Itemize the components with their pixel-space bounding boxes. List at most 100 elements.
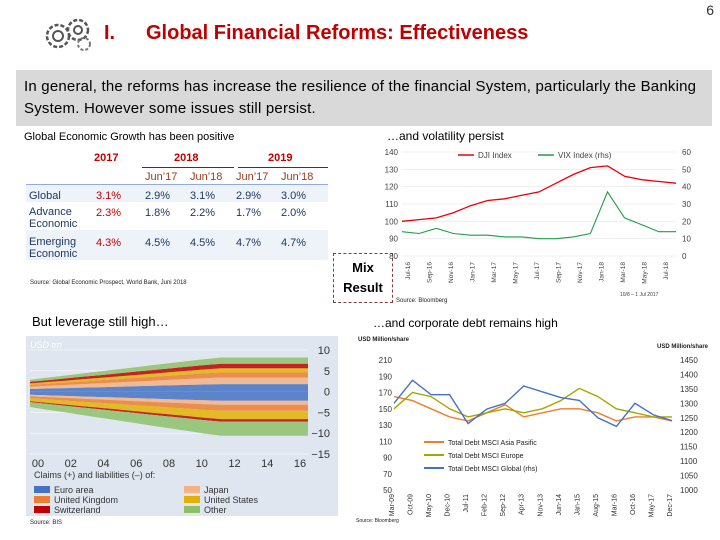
table-cell: 2.3% [96, 207, 122, 219]
y2-tick-label: 1150 [680, 443, 698, 452]
x-tick-label: May-18 [642, 262, 649, 284]
y-tick-label: 90 [389, 235, 398, 244]
mix-result-box: Mix Result [333, 253, 393, 303]
source-worldbank: Source: Global Economic Prospect, World … [30, 280, 187, 286]
col-header: Jun’18 [281, 171, 314, 183]
legend-swatch [184, 496, 200, 503]
year-2018: 2018 [174, 152, 199, 164]
mix-result-line1: Mix [352, 260, 374, 275]
row-label-emerging: Emerging Economic [29, 236, 78, 260]
legend-swatch [184, 486, 200, 493]
x-tick-label: Mar-09 [389, 494, 396, 516]
y-tick-label: −15 [311, 449, 330, 461]
slide-number: 6 [706, 2, 714, 18]
y2-tick-label: 1250 [680, 414, 698, 423]
x-tick-label: Sep-12 [500, 494, 507, 517]
col-header: Jun’18 [190, 171, 223, 183]
claims-area [30, 357, 308, 382]
y-tick-label: 170 [379, 389, 393, 398]
source-bloomberg-2: Source: Bloomberg [356, 518, 399, 524]
x-tick-label: Jan-17 [470, 262, 477, 282]
year-2017: 2017 [94, 152, 119, 164]
y-tick-label: −5 [317, 407, 330, 419]
table-cell: 3.1% [96, 190, 122, 202]
y2-tick-label: 1400 [680, 370, 698, 379]
y-tick-label: 10 [318, 345, 330, 357]
x-tick-label: Mar-18 [620, 262, 627, 283]
x-tick-label: Feb-12 [482, 494, 489, 516]
x-tick-label: Jul-11 [463, 494, 470, 513]
slide-title: Global Financial Reforms: Effectiveness [146, 22, 529, 44]
x-tick-label: Oct-09 [408, 494, 415, 515]
legend-swatch [184, 506, 200, 513]
debt-series-line [393, 387, 672, 418]
col-header: Jun’17 [145, 171, 178, 183]
y-tick-label: 120 [385, 183, 399, 192]
mix-result-line2: Result [343, 280, 383, 295]
table-row-shade [26, 184, 328, 202]
y-tick-label: 150 [379, 405, 393, 414]
x-tick-label: Mar-16 [611, 494, 618, 516]
debt-series-line [393, 379, 673, 428]
table-cell: 2.9% [236, 190, 262, 202]
x-tick-label: Nov-13 [537, 494, 544, 517]
x-tick-label: 12 [228, 458, 240, 470]
x-tick-label: Dec-10 [445, 494, 452, 517]
y-tick-label: −10 [311, 428, 330, 440]
y2-tick-label: 30 [682, 200, 691, 209]
legend-label: United States [204, 495, 259, 505]
x-tick-label: Jul-18 [663, 262, 670, 280]
x-tick-label: Dec-17 [667, 494, 674, 517]
table-cell: 4.5% [190, 237, 216, 249]
x-tick-label: 02 [65, 458, 77, 470]
legend-label: Other [204, 505, 227, 515]
chart-note: 10/8 – 1 Jul 2017 [620, 292, 659, 298]
source-bis: Source: BIS [30, 520, 63, 526]
y2-tick-label: 1450 [680, 356, 698, 365]
y-tick-label: 80 [389, 252, 398, 261]
table-row-shade [26, 230, 328, 260]
y-tick-label: 100 [385, 217, 399, 226]
legend-label: Euro area [54, 485, 94, 495]
legend-label: Total Debt MSCI Global (rhs) [448, 466, 537, 473]
claims-area [30, 368, 308, 385]
claims-area [30, 377, 308, 389]
liabilities-area [30, 401, 308, 422]
y2-tick-label: 40 [682, 183, 691, 192]
vix-series-line [401, 190, 676, 240]
y2-tick-label: 20 [682, 217, 691, 226]
x-tick-label: May-17 [648, 494, 655, 517]
x-tick-label: 16 [294, 458, 306, 470]
x-tick-label: Nov-17 [577, 262, 584, 283]
y-tick-label: 190 [379, 372, 393, 381]
y2-tick-label: 0 [682, 252, 687, 261]
row-label-global: Global [29, 190, 61, 202]
liabilities-area [30, 396, 308, 411]
y-tick-label: 130 [379, 421, 393, 430]
x-tick-label: Jul-17 [534, 262, 541, 280]
y2-tick-label: 1350 [680, 385, 698, 394]
debt-series-line [393, 395, 673, 422]
table-cell: 4.5% [145, 237, 171, 249]
legend-label: Total Debt MSCI Europe [448, 453, 524, 460]
table-separator [26, 184, 328, 185]
table-cell: 1.7% [236, 207, 262, 219]
legend-label: DJI Index [478, 151, 512, 160]
x-tick-label: Aug-15 [593, 494, 600, 517]
y2-tick-label: 1000 [680, 486, 698, 495]
corporate-debt-chart: USD Million/share USD Million/share 210 190… [358, 337, 709, 517]
legend-label: Switzerland [54, 505, 101, 515]
x-tick-label: Jan-15 [574, 494, 581, 516]
debt-caption: …and corporate debt remains high [373, 316, 558, 330]
legend-label: Total Debt MSCI Asia Pasific [448, 440, 537, 447]
x-tick-label: 14 [261, 458, 273, 470]
x-tick-label: Oct-16 [630, 494, 637, 515]
x-tick-label: Nov-16 [448, 262, 455, 283]
year-underline [142, 167, 234, 168]
claims-area [30, 384, 308, 392]
y2-tick-label: 10 [682, 235, 691, 244]
year-underline [238, 167, 328, 168]
legend-swatch [34, 496, 50, 503]
y-tick-label: 130 [385, 165, 399, 174]
